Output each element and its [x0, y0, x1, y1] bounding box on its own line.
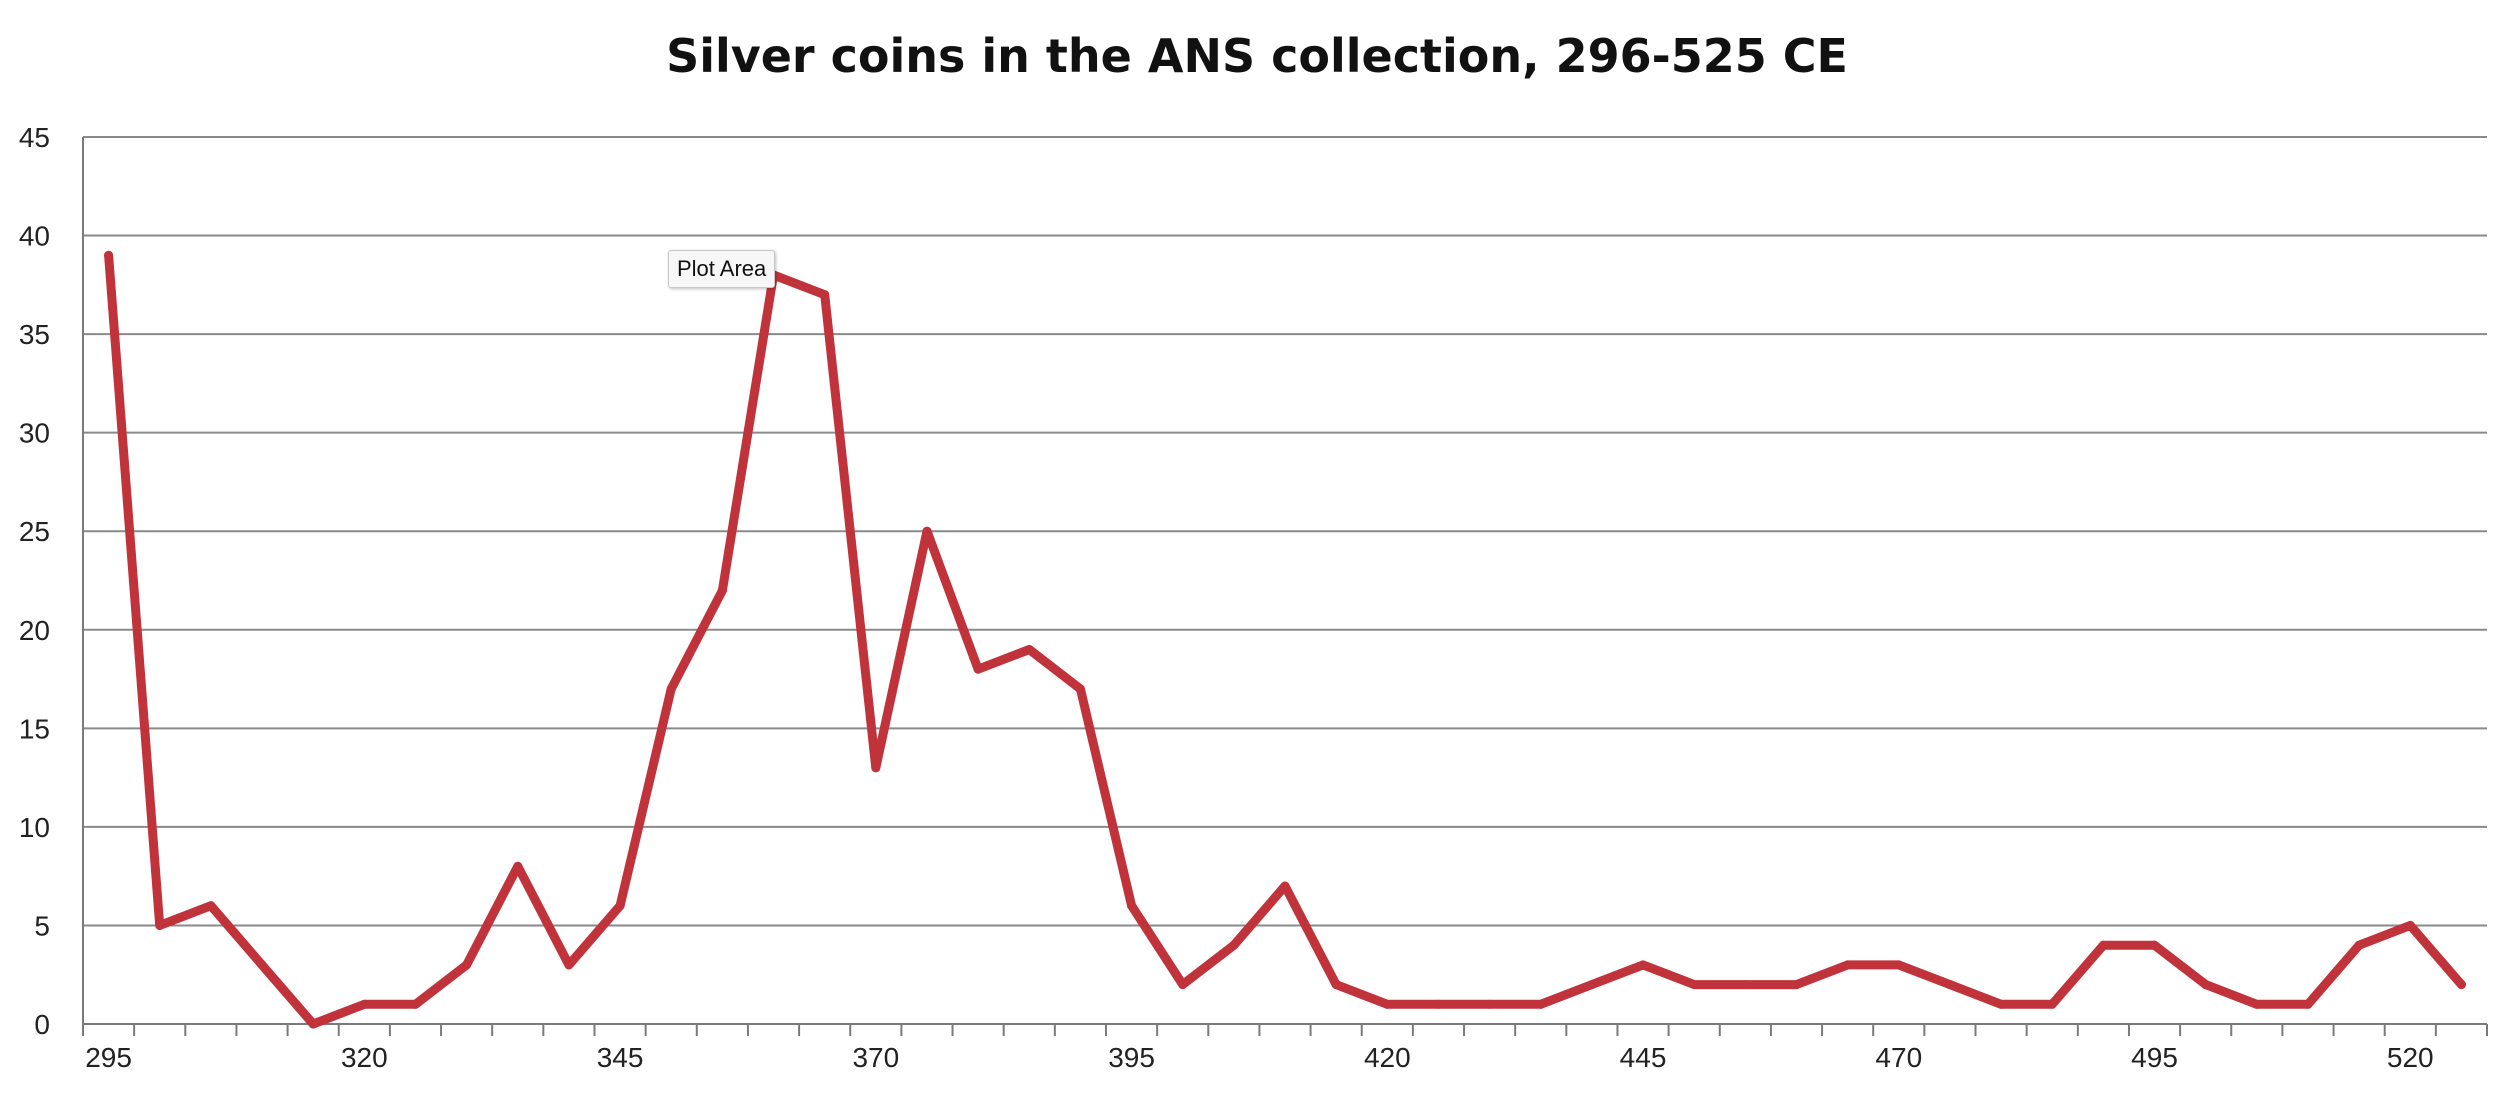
x-tick-label: 395: [1108, 1042, 1155, 1073]
data-point: [922, 526, 932, 536]
data-point: [1331, 980, 1341, 990]
x-tick-label: 495: [2131, 1042, 2178, 1073]
x-tick-label: 345: [597, 1042, 644, 1073]
data-point: [2456, 980, 2466, 990]
y-tick-label: 5: [34, 910, 50, 941]
data-point: [155, 920, 165, 930]
data-point: [257, 960, 267, 970]
data-point: [1433, 999, 1443, 1009]
data-point: [1127, 901, 1137, 911]
data-point: [359, 999, 369, 1009]
data-point: [2354, 940, 2364, 950]
data-point: [1587, 980, 1597, 990]
x-tick-label: 520: [2387, 1042, 2434, 1073]
data-point: [1740, 980, 1750, 990]
plot-area-tooltip: Plot Area: [668, 250, 776, 288]
data-point: [1843, 960, 1853, 970]
data-point: [564, 960, 574, 970]
data-point: [206, 901, 216, 911]
y-tick-label: 10: [19, 812, 50, 843]
data-point: [615, 901, 625, 911]
x-tick-labels: 295 320 345 370 395 420 445 470 495 520: [85, 1042, 2433, 1073]
axes: [82, 137, 2488, 1036]
data-point: [1894, 960, 1904, 970]
data-point: [1485, 999, 1495, 1009]
data-point: [820, 290, 830, 300]
data-point: [2252, 999, 2262, 1009]
data-point: [973, 664, 983, 674]
series-layer: [104, 250, 2466, 1029]
data-point: [1536, 999, 1546, 1009]
y-tick-label: 35: [19, 319, 50, 350]
data-point: [2098, 940, 2108, 950]
data-point: [1024, 644, 1034, 654]
y-tick-label: 20: [19, 615, 50, 646]
data-point: [2047, 999, 2057, 1009]
data-point: [1280, 881, 1290, 891]
chart-title: Silver coins in the ANS collection, 296-…: [666, 29, 1848, 83]
data-point: [1382, 999, 1392, 1009]
data-point: [2150, 940, 2160, 950]
data-point: [462, 960, 472, 970]
x-tick-label: 320: [341, 1042, 388, 1073]
data-point: [513, 861, 523, 871]
y-tick-label: 25: [19, 516, 50, 547]
data-point: [2303, 999, 2313, 1009]
data-point: [1178, 980, 1188, 990]
data-point: [2201, 980, 2211, 990]
data-point: [1229, 940, 1239, 950]
data-point: [1945, 980, 1955, 990]
data-point: [1638, 960, 1648, 970]
x-tick-label: 420: [1364, 1042, 1411, 1073]
series-line: [104, 250, 2466, 1029]
y-tick-labels: 0 5 10 15 20 25 30 35 40 45: [19, 122, 50, 1040]
data-point: [1791, 980, 1801, 990]
data-point: [666, 684, 676, 694]
data-point: [1996, 999, 2006, 1009]
x-tick-label: 295: [85, 1042, 132, 1073]
y-tick-label: 0: [34, 1009, 50, 1040]
data-point: [410, 999, 420, 1009]
data-point: [1689, 980, 1699, 990]
y-tick-label: 15: [19, 713, 50, 744]
data-point: [104, 250, 114, 260]
x-tick-label: 470: [1875, 1042, 1922, 1073]
data-point: [717, 585, 727, 595]
data-point: [1075, 684, 1085, 694]
y-tick-label: 40: [19, 221, 50, 252]
y-tick-label: 45: [19, 122, 50, 153]
data-point: [871, 763, 881, 773]
data-point: [2405, 920, 2415, 930]
y-tick-label: 30: [19, 418, 50, 449]
x-tick-label: 445: [1620, 1042, 1667, 1073]
x-tick-label: 370: [852, 1042, 899, 1073]
data-point: [308, 1019, 318, 1029]
